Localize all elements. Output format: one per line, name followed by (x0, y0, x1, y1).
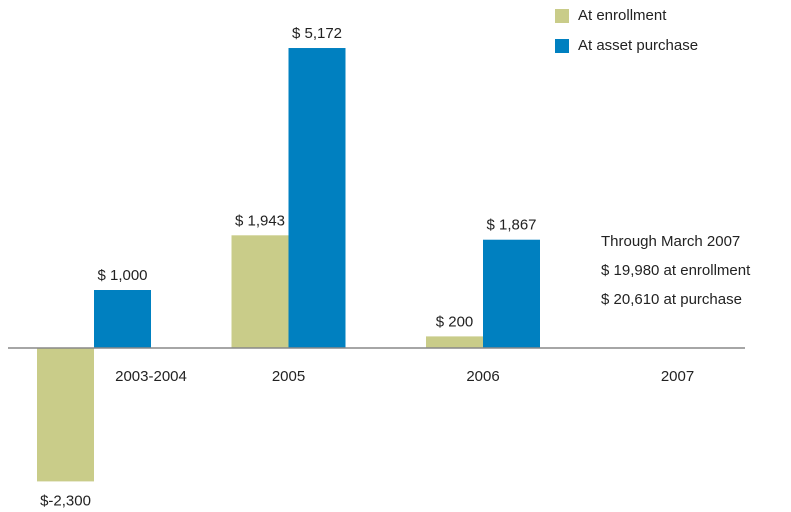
annotation: Through March 2007 $ 19,980 at enrollmen… (601, 233, 751, 308)
value-label: $ 1,943 (235, 212, 285, 229)
value-label: $ 200 (436, 313, 474, 330)
bar (94, 290, 151, 348)
value-label: $-2,300 (40, 492, 91, 509)
legend-swatch (555, 39, 569, 53)
annotation-line: $ 19,980 at enrollment (601, 262, 751, 279)
legend-label: At enrollment (578, 7, 667, 24)
bar (483, 239, 540, 348)
bar (288, 48, 346, 349)
bar (426, 336, 483, 348)
value-label: $ 1,000 (97, 267, 147, 284)
bar (37, 348, 94, 482)
x-tick-label: 2003-2004 (115, 368, 187, 385)
x-tick-label: 2005 (272, 368, 305, 385)
legend-label: At asset purchase (578, 37, 698, 54)
x-tick-label: 2006 (466, 368, 499, 385)
bar (231, 235, 289, 348)
legend-swatch (555, 9, 569, 23)
value-label: $ 5,172 (292, 25, 342, 42)
x-tick-label: 2007 (661, 368, 694, 385)
annotation-line: Through March 2007 (601, 233, 740, 250)
value-label: $ 1,867 (486, 217, 536, 234)
annotation-line: $ 20,610 at purchase (601, 291, 742, 308)
